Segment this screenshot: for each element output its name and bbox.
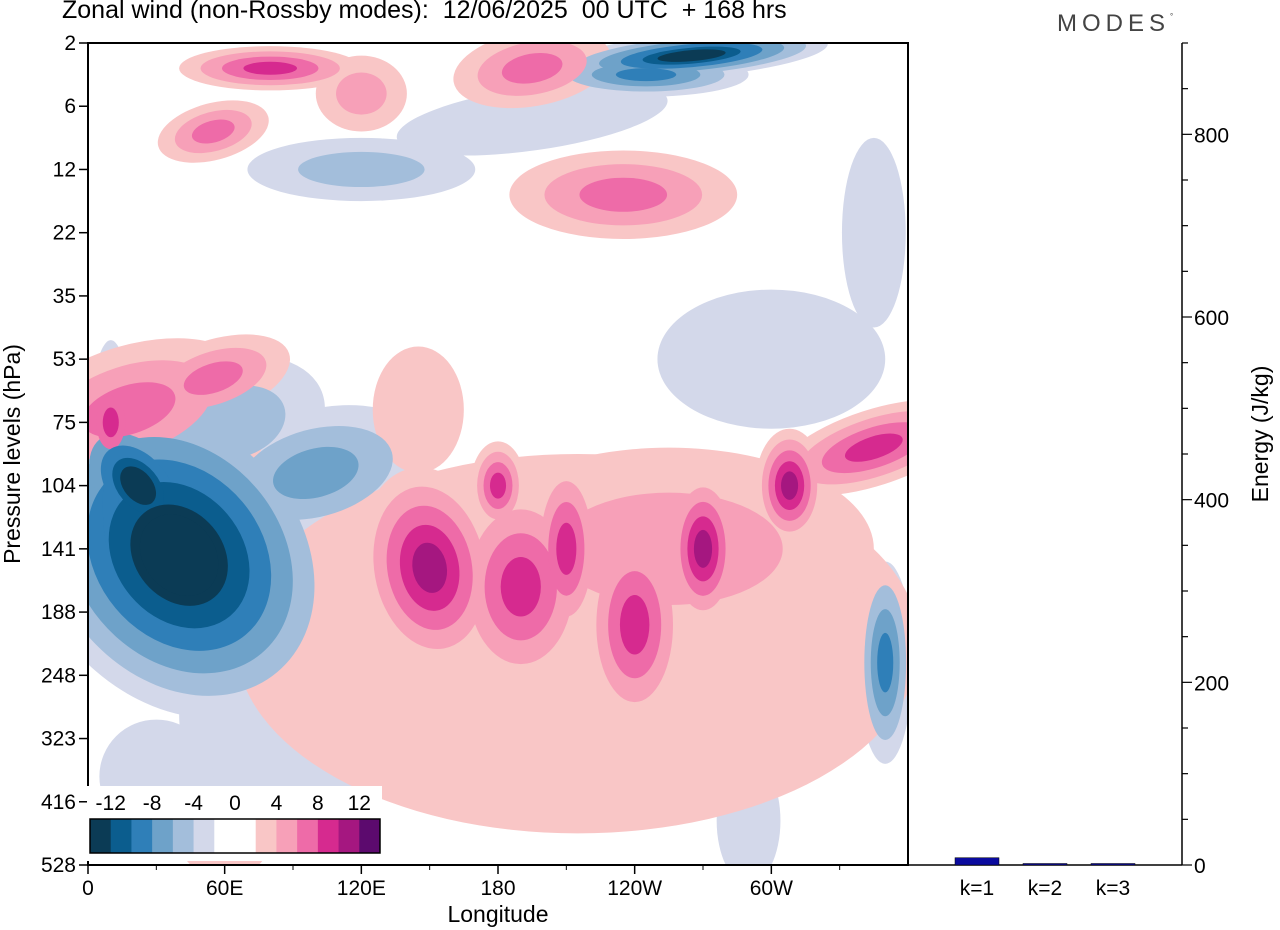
contour-region [412, 542, 448, 593]
colorbar-swatch [152, 819, 174, 853]
energy-bar [1022, 863, 1068, 866]
colorbar-swatch [90, 819, 112, 853]
colorbar: -12 -8 -4 0 4 8 12 [87, 786, 382, 861]
contour-region [579, 177, 668, 212]
colorbar-swatch [338, 819, 360, 853]
x-axis: 0 60E 120E 180 120W 60W Longitude [82, 865, 841, 927]
y-axis: 2 6 12 22 35 53 75 104 141 188 248 323 416 528 Pressur… [0, 32, 88, 877]
energy-bar [954, 857, 1000, 866]
contour-region [554, 492, 783, 606]
energy-tick-label: 200 [1194, 672, 1229, 695]
colorbar-label: -4 [184, 792, 203, 815]
colorbar-swatch [317, 819, 340, 853]
y-tick-label: 104 [41, 475, 76, 498]
energy-category-label: k=1 [960, 877, 994, 900]
modes-logo: MODES° [1057, 10, 1174, 37]
colorbar-swatch [359, 819, 381, 853]
y-tick-label: 22 [53, 222, 76, 245]
contour-region [844, 433, 903, 462]
energy-category-label: k=2 [1028, 877, 1062, 900]
energy-tick-label: 0 [1194, 855, 1206, 878]
y-tick-label: 528 [41, 854, 76, 877]
contour-region [619, 594, 650, 655]
x-tick-label: 60W [750, 877, 793, 900]
y-tick-label: 35 [53, 285, 76, 308]
y-tick-label: 12 [53, 158, 76, 181]
y-tick-label: 323 [41, 728, 76, 751]
contour-region [615, 68, 677, 82]
x-tick-label: 180 [480, 877, 515, 900]
contour-region [102, 407, 119, 438]
x-tick-label: 60E [206, 877, 243, 900]
y-tick-label: 141 [41, 538, 76, 561]
x-tick-label: 0 [82, 877, 94, 900]
contour-region [556, 522, 577, 575]
colorbar-border [89, 818, 381, 854]
colorbar-label: 4 [271, 792, 283, 815]
contour-region [501, 52, 563, 84]
colorbar-swatch [255, 819, 277, 853]
contour-region [657, 49, 726, 62]
chart-title: Zonal wind (non-Rossby modes): 12/06/202… [62, 0, 787, 24]
contour-region [139, 514, 219, 596]
energy-tick-label: 800 [1194, 124, 1229, 147]
contour-region [500, 557, 541, 617]
contour-region [693, 529, 713, 568]
colorbar-swatch [110, 819, 132, 853]
contour-region [841, 137, 906, 328]
contour-region [489, 472, 507, 499]
contour-region [243, 61, 298, 75]
x-axis-label: Longitude [447, 901, 548, 927]
y-tick-label: 53 [53, 348, 76, 371]
y-tick-label: 248 [41, 664, 76, 687]
energy-tick-label: 400 [1194, 490, 1229, 513]
colorbar-swatch [214, 819, 236, 853]
colorbar-label: 8 [312, 792, 324, 815]
contour-region [273, 446, 359, 500]
colorbar-swatch [131, 819, 153, 853]
colorbar-label: -12 [96, 792, 126, 815]
contour-region [781, 471, 799, 500]
y-tick-label: 6 [64, 95, 76, 118]
zonal-wind-contours [88, 43, 908, 865]
contour-region [191, 119, 235, 144]
colorbar-swatch [297, 819, 319, 853]
energy-bar-panel: 0 200 400 600 800 Energy (J/kg) k=1 k=2 k=3 [908, 42, 1273, 900]
y-tick-label: 2 [64, 32, 76, 55]
contour-region [372, 346, 464, 473]
y-tick-label: 416 [41, 791, 76, 814]
contour-region [120, 466, 157, 505]
contour-region [396, 82, 668, 156]
contour-region [336, 72, 387, 115]
energy-bar [1090, 863, 1136, 866]
y-axis-label: Pressure levels (hPa) [0, 344, 25, 564]
contour-region [657, 289, 886, 429]
energy-category-label: k=3 [1096, 877, 1130, 900]
contour-region [183, 361, 243, 395]
colorbar-swatch [276, 819, 298, 853]
colorbar-label: -8 [143, 792, 162, 815]
contour-region [298, 151, 425, 188]
energy-tick-label: 600 [1194, 307, 1229, 330]
energy-axis-label: Energy (J/kg) [1247, 366, 1273, 503]
colorbar-label: 12 [348, 792, 371, 815]
x-tick-label: 120E [337, 877, 386, 900]
colorbar-label: 0 [229, 792, 241, 815]
y-tick-label: 188 [41, 601, 76, 624]
contour-region [877, 632, 894, 693]
colorbar-swatch [172, 819, 195, 853]
colorbar-swatch [193, 819, 215, 853]
x-tick-label: 120W [607, 877, 662, 900]
y-tick-label: 75 [53, 411, 76, 434]
colorbar-swatch [235, 819, 257, 853]
